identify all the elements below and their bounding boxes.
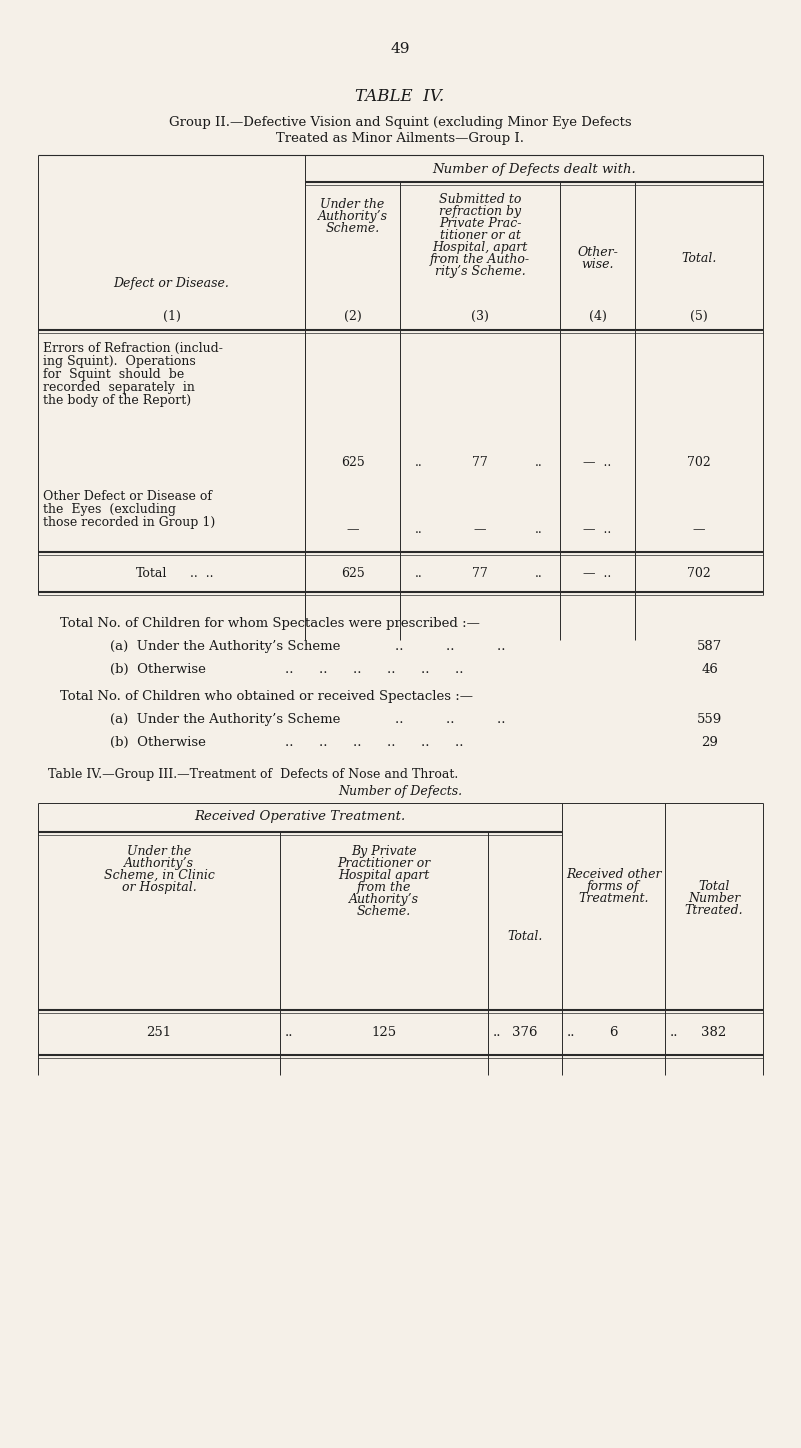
Text: Total No. of Children who obtained or received Spectacles :—: Total No. of Children who obtained or re…	[60, 691, 473, 702]
Text: Received other: Received other	[566, 867, 662, 880]
Text: Practitioner or: Practitioner or	[337, 857, 431, 870]
Text: Table IV.—Group III.—Treatment of  Defects of Nose and Throat.: Table IV.—Group III.—Treatment of Defect…	[48, 767, 458, 780]
Text: Number of Defects dealt with.: Number of Defects dealt with.	[432, 164, 636, 177]
Text: 625: 625	[340, 568, 364, 581]
Text: from the: from the	[356, 880, 411, 893]
Text: Scheme.: Scheme.	[357, 905, 411, 918]
Text: Total: Total	[136, 568, 167, 581]
Text: 77: 77	[472, 568, 488, 581]
Text: 29: 29	[702, 736, 718, 749]
Text: 702: 702	[687, 456, 710, 469]
Text: Hospital, apart: Hospital, apart	[433, 240, 528, 253]
Text: forms of: forms of	[587, 880, 640, 893]
Text: Treatment.: Treatment.	[578, 892, 649, 905]
Text: (4): (4)	[589, 310, 606, 323]
Text: Group II.—Defective Vision and Squint (excluding Minor Eye Defects: Group II.—Defective Vision and Squint (e…	[169, 116, 631, 129]
Text: 77: 77	[472, 456, 488, 469]
Text: TABLE  IV.: TABLE IV.	[356, 88, 445, 106]
Text: (b)  Otherwise: (b) Otherwise	[110, 736, 206, 749]
Text: By Private: By Private	[351, 846, 417, 859]
Text: 587: 587	[698, 640, 723, 653]
Text: Errors of Refraction (includ-: Errors of Refraction (includ-	[43, 342, 223, 355]
Text: Under the: Under the	[320, 198, 384, 211]
Text: Private Prac-: Private Prac-	[439, 217, 521, 230]
Text: Authority’s: Authority’s	[124, 857, 194, 870]
Text: (2): (2)	[344, 310, 361, 323]
Text: or Hospital.: or Hospital.	[122, 880, 196, 893]
Text: 376: 376	[513, 1027, 537, 1040]
Text: (a)  Under the Authority’s Scheme: (a) Under the Authority’s Scheme	[110, 640, 340, 653]
Text: ..: ..	[535, 523, 543, 536]
Text: Defect or Disease.: Defect or Disease.	[114, 277, 229, 290]
Text: Treated as Minor Ailments—Group I.: Treated as Minor Ailments—Group I.	[276, 132, 524, 145]
Text: Number of Defects.: Number of Defects.	[338, 785, 462, 798]
Text: ..      ..      ..      ..      ..      ..: .. .. .. .. .. ..	[285, 736, 464, 749]
Text: 125: 125	[372, 1027, 396, 1040]
Text: —  ..: — ..	[583, 523, 612, 536]
Text: Total.: Total.	[507, 930, 543, 943]
Text: 702: 702	[687, 568, 710, 581]
Text: wise.: wise.	[582, 258, 614, 271]
Text: ..: ..	[415, 456, 423, 469]
Text: the  Eyes  (excluding: the Eyes (excluding	[43, 502, 176, 515]
Text: ..: ..	[285, 1027, 293, 1040]
Text: Other-: Other-	[577, 246, 618, 259]
Text: (3): (3)	[471, 310, 489, 323]
Text: 6: 6	[610, 1027, 618, 1040]
Text: from the Autho-: from the Autho-	[430, 253, 530, 266]
Text: Total No. of Children for whom Spectacles were prescribed :—: Total No. of Children for whom Spectacle…	[60, 617, 480, 630]
Text: Submitted to: Submitted to	[439, 193, 521, 206]
Text: titioner or at: titioner or at	[440, 229, 521, 242]
Text: 382: 382	[702, 1027, 727, 1040]
Text: Hospital apart: Hospital apart	[338, 869, 429, 882]
Text: ..: ..	[535, 456, 543, 469]
Text: ..: ..	[415, 568, 423, 581]
Text: ..          ..          ..: .. .. ..	[395, 712, 505, 725]
Text: Authority’s: Authority’s	[317, 210, 388, 223]
Text: Other Defect or Disease of: Other Defect or Disease of	[43, 489, 212, 502]
Text: Number: Number	[688, 892, 740, 905]
Text: ..: ..	[567, 1027, 575, 1040]
Text: (b)  Otherwise: (b) Otherwise	[110, 663, 206, 676]
Text: ..: ..	[493, 1027, 501, 1040]
Text: Received Operative Treatment.: Received Operative Treatment.	[195, 809, 405, 822]
Text: Scheme, in Clinic: Scheme, in Clinic	[103, 869, 215, 882]
Text: Ttreated.: Ttreated.	[685, 904, 743, 917]
Text: 46: 46	[702, 663, 718, 676]
Text: ..      ..      ..      ..      ..      ..: .. .. .. .. .. ..	[285, 663, 464, 676]
Text: Total.: Total.	[682, 252, 717, 265]
Text: (5): (5)	[690, 310, 708, 323]
Text: ..          ..          ..: .. .. ..	[395, 640, 505, 653]
Text: —: —	[473, 523, 486, 536]
Text: refraction by: refraction by	[439, 206, 521, 219]
Text: 251: 251	[147, 1027, 171, 1040]
Text: those recorded in Group 1): those recorded in Group 1)	[43, 515, 215, 529]
Text: (a)  Under the Authority’s Scheme: (a) Under the Authority’s Scheme	[110, 712, 340, 725]
Text: for  Squint  should  be: for Squint should be	[43, 368, 184, 381]
Text: ..: ..	[415, 523, 423, 536]
Text: recorded  separately  in: recorded separately in	[43, 381, 195, 394]
Text: Authority’s: Authority’s	[349, 893, 419, 906]
Text: (1): (1)	[163, 310, 180, 323]
Text: Under the: Under the	[127, 846, 191, 859]
Text: ..  ..: .. ..	[190, 568, 213, 581]
Text: 49: 49	[390, 42, 410, 56]
Text: the body of the Report): the body of the Report)	[43, 394, 191, 407]
Text: —: —	[346, 523, 359, 536]
Text: ing Squint).  Operations: ing Squint). Operations	[43, 355, 195, 368]
Text: —: —	[693, 523, 705, 536]
Text: —  ..: — ..	[583, 568, 612, 581]
Text: Scheme.: Scheme.	[325, 222, 380, 235]
Text: ..: ..	[670, 1027, 678, 1040]
Text: 625: 625	[340, 456, 364, 469]
Text: 559: 559	[698, 712, 723, 725]
Text: ..: ..	[535, 568, 543, 581]
Text: —  ..: — ..	[583, 456, 612, 469]
Text: Total: Total	[698, 880, 730, 893]
Text: rity’s Scheme.: rity’s Scheme.	[435, 265, 525, 278]
